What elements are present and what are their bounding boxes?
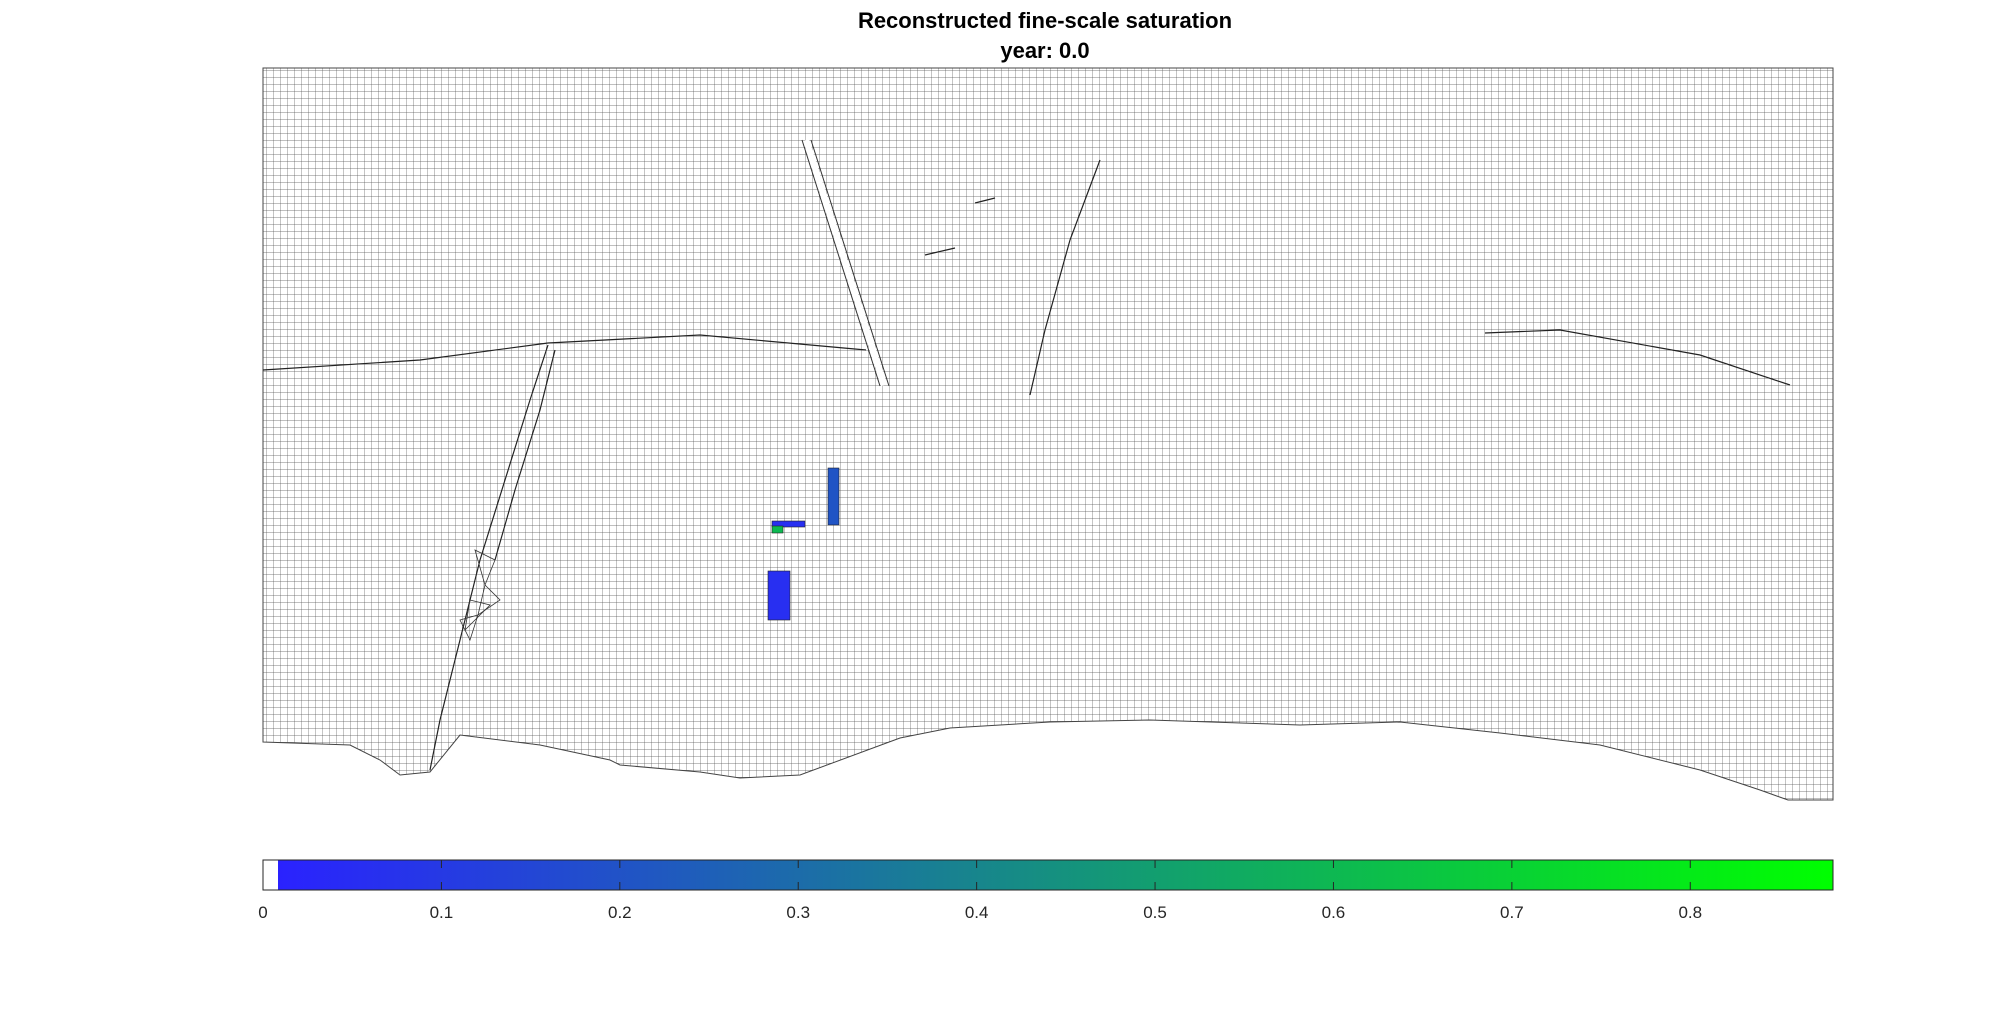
triangulated-region [459,549,501,642]
colorbar: 0 0.1 0.2 0.3 0.4 0.5 0.6 0.7 0.8 [258,859,1834,922]
saturated-cells [767,467,840,621]
mesh-domain [262,67,1834,801]
colorbar-gradient [278,860,1833,890]
horizon-left [262,334,867,371]
fault-center-edge-b [810,139,890,387]
chart-title: Reconstructed fine-scale saturation [858,8,1232,33]
saturated-region [771,520,806,528]
colorbar-tick-label: 0.5 [1143,903,1167,922]
fault-left-secondary [494,349,556,561]
saturated-region [771,525,784,534]
colorbar-tick-label: 0.4 [965,903,989,922]
colorbar-tick-label: 0.2 [608,903,632,922]
colorbar-tick-label: 0.7 [1500,903,1524,922]
thin-lens-2 [924,247,956,256]
saturated-region [767,570,791,621]
saturated-region [827,467,840,526]
fault-center-edge-a [801,139,881,387]
fault-right-of-center [1029,159,1101,396]
horizon-right [1484,329,1791,386]
mesh-plot [262,67,1834,801]
colorbar-tick-label: 0.8 [1678,903,1702,922]
colorbar-tick-label: 0.1 [430,903,454,922]
thin-lens-1 [974,197,996,204]
colorbar-tick-label: 0.3 [786,903,810,922]
fault-left [429,344,549,771]
colorbar-tick-label: 0 [258,903,267,922]
colorbar-ticks: 0 0.1 0.2 0.3 0.4 0.5 0.6 0.7 0.8 [258,860,1702,922]
colorbar-tick-label: 0.6 [1322,903,1346,922]
chart-subtitle: year: 0.0 [1000,38,1089,63]
fault-lines [262,139,1791,771]
colorbar-frame [262,859,1834,891]
colorbar-zero-cell [263,860,278,890]
fault-center-gap [803,139,887,386]
